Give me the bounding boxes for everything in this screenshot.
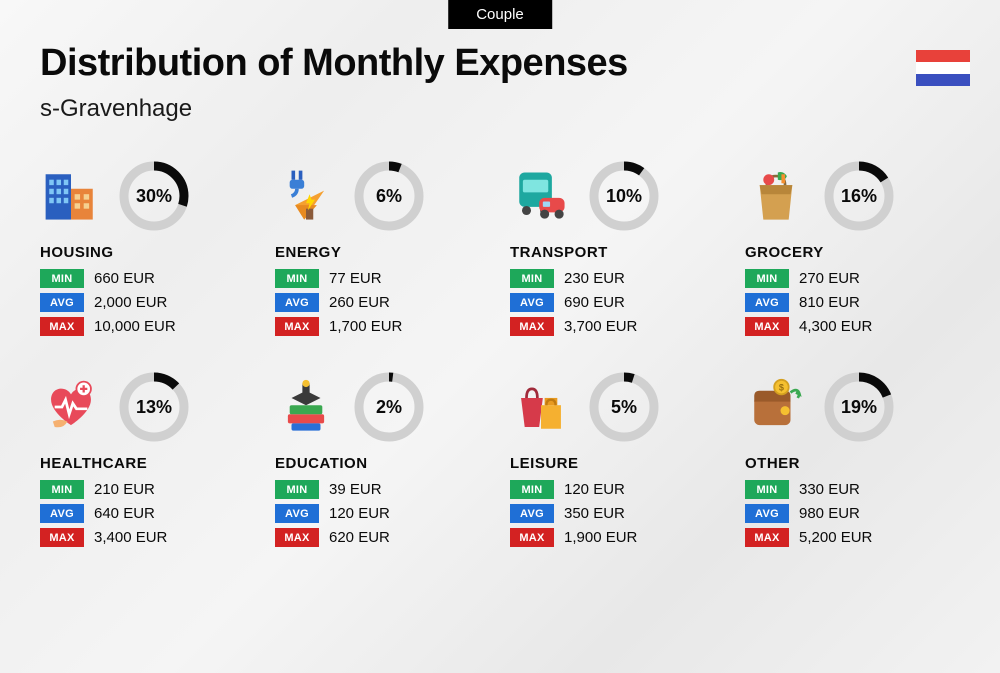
avg-value: 980 EUR (799, 505, 860, 522)
avg-value: 640 EUR (94, 505, 155, 522)
leisure-icon (510, 376, 572, 438)
min-badge: MIN (275, 480, 319, 499)
category-card: 16% GROCERY MIN 270 EUR AVG 810 EUR MAX … (745, 160, 960, 341)
category-card: 6% ENERGY MIN 77 EUR AVG 260 EUR MAX 1,7… (275, 160, 490, 341)
education-icon (275, 376, 337, 438)
flag-stripe-blue (916, 74, 970, 86)
avg-badge: AVG (510, 293, 554, 312)
grocery-icon (745, 165, 807, 227)
max-value: 620 EUR (329, 529, 390, 546)
avg-value: 120 EUR (329, 505, 390, 522)
percent-donut: 13% (118, 371, 190, 443)
category-card: 10% TRANSPORT MIN 230 EUR AVG 690 EUR MA… (510, 160, 725, 341)
min-badge: MIN (510, 480, 554, 499)
avg-value: 2,000 EUR (94, 294, 167, 311)
min-badge: MIN (40, 269, 84, 288)
max-value: 3,700 EUR (564, 318, 637, 335)
max-value: 1,700 EUR (329, 318, 402, 335)
page-subtitle: s-Gravenhage (40, 95, 628, 123)
max-badge: MAX (40, 317, 84, 336)
category-card: 2% EDUCATION MIN 39 EUR AVG 120 EUR MAX … (275, 371, 490, 552)
housing-icon (40, 165, 102, 227)
percent-label: 10% (588, 160, 660, 232)
couple-badge: Couple (448, 0, 552, 29)
min-badge: MIN (745, 480, 789, 499)
flag-stripe-white (916, 62, 970, 74)
max-badge: MAX (510, 528, 554, 547)
percent-label: 2% (353, 371, 425, 443)
min-badge: MIN (510, 269, 554, 288)
category-name: HEALTHCARE (40, 455, 255, 472)
max-badge: MAX (40, 528, 84, 547)
category-name: OTHER (745, 455, 960, 472)
category-name: TRANSPORT (510, 244, 725, 261)
energy-icon (275, 165, 337, 227)
category-card: 5% LEISURE MIN 120 EUR AVG 350 EUR MAX 1… (510, 371, 725, 552)
avg-badge: AVG (275, 504, 319, 523)
category-card: 13% HEALTHCARE MIN 210 EUR AVG 640 EUR M… (40, 371, 255, 552)
min-value: 330 EUR (799, 481, 860, 498)
min-badge: MIN (745, 269, 789, 288)
percent-label: 13% (118, 371, 190, 443)
percent-donut: 2% (353, 371, 425, 443)
avg-badge: AVG (745, 293, 789, 312)
min-value: 120 EUR (564, 481, 625, 498)
flag-stripe-red (916, 50, 970, 62)
max-badge: MAX (745, 528, 789, 547)
percent-donut: 30% (118, 160, 190, 232)
header: Distribution of Monthly Expenses s-Grave… (40, 42, 628, 123)
max-badge: MAX (745, 317, 789, 336)
category-card: $ 19% OTHER MIN 330 EUR AVG 980 EUR MAX … (745, 371, 960, 552)
percent-donut: 16% (823, 160, 895, 232)
percent-label: 16% (823, 160, 895, 232)
category-name: LEISURE (510, 455, 725, 472)
percent-label: 5% (588, 371, 660, 443)
avg-badge: AVG (40, 293, 84, 312)
max-value: 5,200 EUR (799, 529, 872, 546)
other-icon: $ (745, 376, 807, 438)
max-badge: MAX (275, 528, 319, 547)
min-value: 270 EUR (799, 270, 860, 287)
avg-badge: AVG (510, 504, 554, 523)
percent-donut: 19% (823, 371, 895, 443)
max-value: 10,000 EUR (94, 318, 176, 335)
category-name: HOUSING (40, 244, 255, 261)
svg-text:$: $ (779, 383, 784, 393)
avg-badge: AVG (745, 504, 789, 523)
transport-icon (510, 165, 572, 227)
max-badge: MAX (275, 317, 319, 336)
min-value: 230 EUR (564, 270, 625, 287)
avg-value: 810 EUR (799, 294, 860, 311)
avg-badge: AVG (40, 504, 84, 523)
max-value: 3,400 EUR (94, 529, 167, 546)
max-badge: MAX (510, 317, 554, 336)
min-value: 39 EUR (329, 481, 382, 498)
category-grid: 30% HOUSING MIN 660 EUR AVG 2,000 EUR MA… (40, 160, 960, 552)
min-value: 77 EUR (329, 270, 382, 287)
min-badge: MIN (275, 269, 319, 288)
avg-value: 350 EUR (564, 505, 625, 522)
category-name: GROCERY (745, 244, 960, 261)
max-value: 4,300 EUR (799, 318, 872, 335)
avg-value: 260 EUR (329, 294, 390, 311)
avg-badge: AVG (275, 293, 319, 312)
category-name: ENERGY (275, 244, 490, 261)
min-value: 210 EUR (94, 481, 155, 498)
percent-donut: 6% (353, 160, 425, 232)
page-title: Distribution of Monthly Expenses (40, 42, 628, 85)
percent-donut: 5% (588, 371, 660, 443)
max-value: 1,900 EUR (564, 529, 637, 546)
percent-label: 19% (823, 371, 895, 443)
healthcare-icon (40, 376, 102, 438)
percent-label: 30% (118, 160, 190, 232)
min-value: 660 EUR (94, 270, 155, 287)
percent-label: 6% (353, 160, 425, 232)
category-name: EDUCATION (275, 455, 490, 472)
avg-value: 690 EUR (564, 294, 625, 311)
percent-donut: 10% (588, 160, 660, 232)
category-card: 30% HOUSING MIN 660 EUR AVG 2,000 EUR MA… (40, 160, 255, 341)
min-badge: MIN (40, 480, 84, 499)
netherlands-flag-icon (916, 50, 970, 86)
